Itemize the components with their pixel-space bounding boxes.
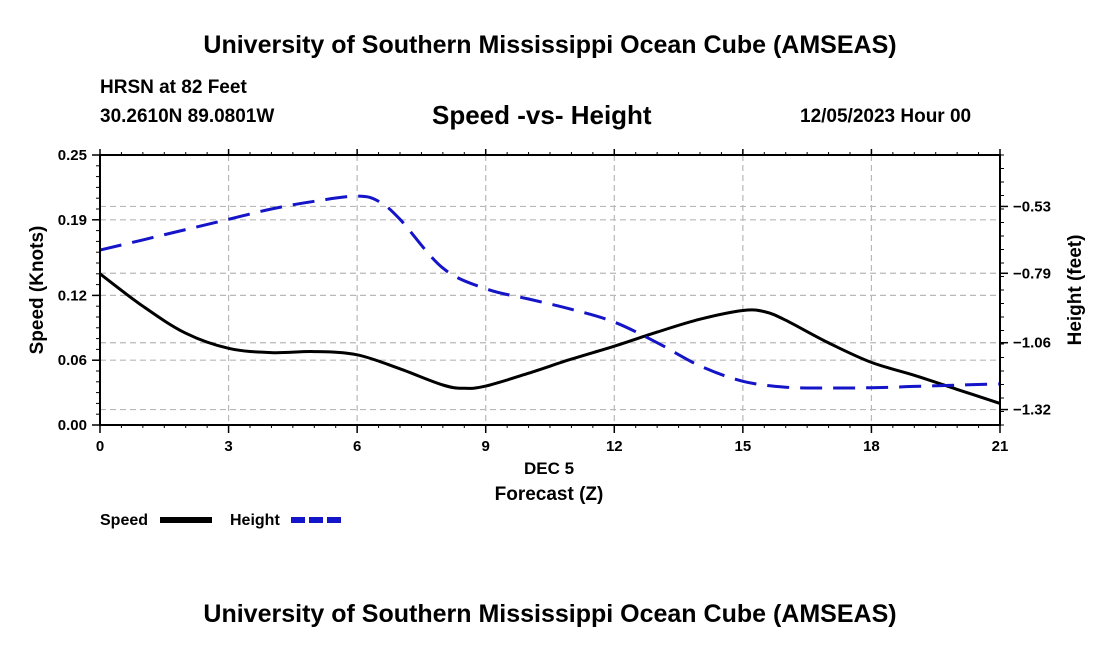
grid (100, 155, 1000, 425)
x-axis-title: Forecast (Z) (495, 484, 604, 505)
y-axis-right-title: Height (feet) (1065, 235, 1086, 346)
legend-label-speed: Speed (100, 512, 148, 529)
y-right-tick-label: −0.79 (1013, 265, 1051, 282)
footer-title: University of Southern Mississippi Ocean… (203, 600, 897, 628)
chart-subtitle: Speed -vs- Height (432, 100, 652, 130)
y-right-tick-label: −1.32 (1013, 402, 1051, 419)
station-coordinates: 30.2610N 89.0801W (100, 106, 275, 127)
chart-title: University of Southern Mississippi Ocean… (203, 31, 897, 59)
y-left-tick-label: 0.00 (58, 417, 87, 434)
y-left-tick-label: 0.25 (58, 147, 87, 164)
forecast-datetime: 12/05/2023 Hour 00 (800, 106, 972, 127)
y-left-tick-label: 0.06 (58, 352, 87, 369)
x-tick-label: 6 (353, 438, 361, 455)
series-line-speed (99, 272, 1001, 405)
y-left-tick-label: 0.19 (58, 212, 87, 229)
x-tick-label: 21 (992, 438, 1009, 455)
x-tick-label: 18 (863, 438, 880, 455)
x-tick-label: 3 (224, 438, 232, 455)
x-axis-day-label: DEC 5 (524, 459, 574, 478)
x-tick-label: 15 (735, 438, 752, 455)
x-tick-label: 12 (606, 438, 623, 455)
y-axis-left-title: Speed (Knots) (27, 226, 48, 355)
legend-label-height: Height (230, 512, 280, 529)
y-right-tick-label: −1.06 (1013, 335, 1051, 352)
x-tick-label: 9 (482, 438, 490, 455)
y-right-tick-label: −0.53 (1013, 198, 1051, 215)
plot-frame (99, 154, 1001, 426)
station-label: HRSN at 82 Feet (100, 77, 247, 98)
x-tick-label: 0 (96, 438, 104, 455)
series-line-height (99, 194, 1001, 390)
series-lines (99, 194, 1001, 405)
axes: 0 3 6 9 12 15 18 21 0.00 0.06 0.12 0.19 0.25 −0.53 −0.… (58, 147, 1051, 455)
legend: Speed Height (100, 512, 343, 529)
y-left-tick-label: 0.12 (58, 287, 87, 304)
